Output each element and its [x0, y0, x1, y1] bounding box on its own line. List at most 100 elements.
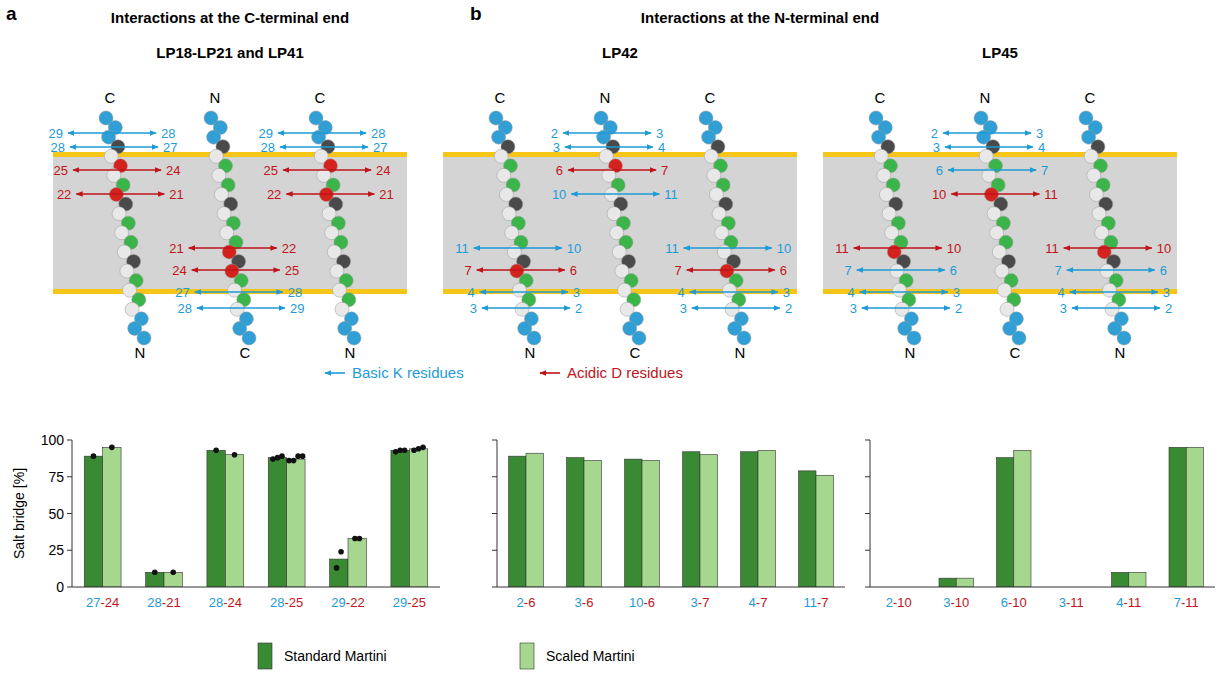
residue-number: 3: [656, 126, 663, 141]
residue-number: 11: [835, 241, 849, 256]
replicate-point: [357, 536, 363, 542]
salt-bridge-arrow: [565, 146, 653, 148]
salt-bridge-arrow: [480, 291, 568, 293]
bar: [509, 456, 526, 587]
basic-residue: 3: [691, 595, 698, 610]
acidic-residue: -11: [1123, 595, 1141, 610]
salt-bridge-arrow: [1064, 247, 1152, 249]
replicate-point: [291, 458, 297, 464]
basic-residue: 10: [629, 595, 643, 610]
residue-number: 24: [172, 263, 186, 278]
bar: [409, 449, 427, 587]
helix-diagram: LP45CN1110764332NC2334671011CN1110764332: [823, 44, 1177, 361]
residue-number: 3: [850, 301, 857, 316]
x-tick-label: 7-11: [1174, 595, 1199, 610]
residue-number: 24: [166, 163, 180, 178]
basic-residue: 29: [393, 595, 407, 610]
residue-bead: [242, 331, 256, 345]
replicate-point: [334, 565, 340, 571]
x-tick-label: 2-10: [886, 595, 912, 610]
salt-bridge-arrow: [1067, 269, 1155, 271]
residue-number: 7: [1041, 163, 1048, 178]
residue-number: 4: [1038, 140, 1045, 155]
basic-residue: 6: [1001, 595, 1008, 610]
terminus-label: C: [875, 89, 886, 106]
legend-swatch: [258, 643, 272, 669]
residue-number: 4: [658, 140, 665, 155]
terminus-label: N: [905, 344, 916, 361]
x-tick-label: 3-6: [575, 595, 594, 610]
residue-number: 24: [376, 163, 390, 178]
residue-number: 29: [259, 126, 273, 141]
residue-number: 7: [464, 263, 471, 278]
y-axis-title: Salt bridge [%]: [11, 468, 27, 559]
residue-bead: [347, 331, 361, 345]
membrane-core: [443, 156, 797, 290]
salt-bridge-arrow: [1072, 307, 1160, 309]
salt-bridge-arrow: [477, 269, 565, 271]
heading: Interactions at the N-terminal end: [641, 9, 879, 26]
residue-number: 7: [661, 163, 668, 178]
bar: [103, 447, 121, 587]
salt-bridge-arrow: [286, 193, 374, 195]
salt-bridge-arrow: [945, 146, 1033, 148]
residue-number: 2: [955, 301, 962, 316]
y-tick: [865, 513, 870, 514]
y-tick: [865, 440, 870, 441]
residue-number: 27: [175, 285, 189, 300]
x-tick-label: 28-21: [147, 595, 180, 610]
bar: [330, 559, 348, 587]
bar: [683, 452, 700, 587]
residue-number: 10: [1157, 241, 1171, 256]
residue-number: 3: [680, 301, 687, 316]
terminus-label: N: [525, 344, 536, 361]
acidic-residue: -25: [407, 595, 426, 610]
residue-number: 27: [373, 140, 387, 155]
salt-bridge-arrow: [278, 132, 366, 134]
bar: [642, 461, 659, 587]
basic-residue: 27: [86, 595, 100, 610]
bar: [567, 458, 584, 587]
helix: [974, 111, 1026, 345]
bar: [799, 471, 816, 587]
residue-number: 3: [783, 285, 790, 300]
y-tick: [492, 550, 497, 551]
x-axis: [497, 587, 845, 588]
residue-number: 29: [290, 301, 304, 316]
salt-bridge-arrow: [70, 146, 158, 148]
x-tick-label: 28-24: [209, 595, 242, 610]
residue-number: 11: [665, 241, 679, 256]
residue-number: 21: [169, 241, 183, 256]
legend-arrow: [540, 372, 560, 374]
membrane-core: [53, 156, 407, 290]
replicate-point: [420, 445, 426, 451]
x-tick-label: 3-7: [691, 595, 710, 610]
residue-number: 7: [674, 263, 681, 278]
x-tick-label: 6-10: [1001, 595, 1027, 610]
residue-number: 25: [264, 163, 278, 178]
basic-residue: 3: [943, 595, 950, 610]
residue-number: 7: [1054, 263, 1061, 278]
replicate-point: [91, 453, 97, 459]
salt-bridge-arrow: [197, 307, 285, 309]
salt-bridge-arrow: [195, 291, 283, 293]
terminus-label: C: [495, 89, 506, 106]
bar: [584, 461, 601, 587]
acidic-residue: -10: [1008, 595, 1027, 610]
x-tick-label: 4-11: [1116, 595, 1141, 610]
residue-number: 6: [570, 263, 577, 278]
helix: [869, 111, 921, 345]
helix-diagram: LP42CN1110764332NC2334671011CN1110764332: [443, 44, 797, 361]
acidic-residue: -21: [162, 595, 181, 610]
legend-label: Scaled Martini: [546, 648, 635, 664]
salt-bridge-arrow: [854, 247, 942, 249]
acidic-residue: -7: [817, 595, 829, 610]
bar: [625, 459, 642, 587]
residue-number: 4: [677, 285, 684, 300]
helix: [594, 111, 646, 345]
plot-area: [84, 445, 427, 587]
bar: [1112, 572, 1129, 587]
heading: Interactions at the C-terminal end: [111, 9, 349, 26]
bar: [84, 456, 102, 587]
salt-bridge-arrow: [73, 169, 161, 171]
